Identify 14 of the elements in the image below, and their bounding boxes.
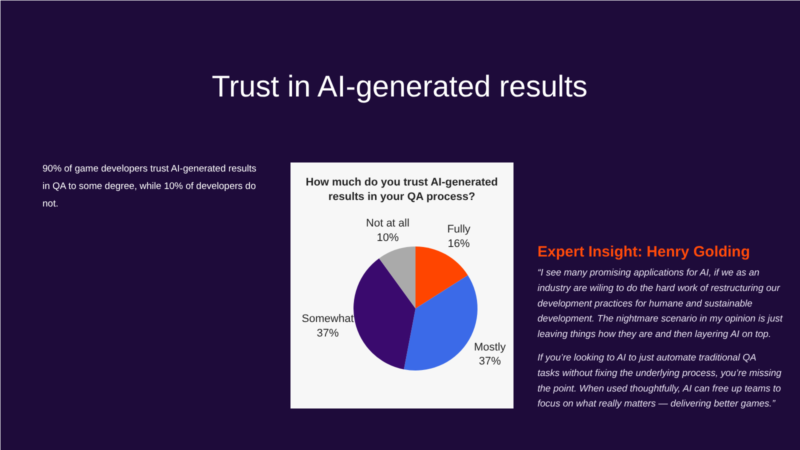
text: Expert Insight: Henry Golding <box>538 244 750 260</box>
slice-label: Fully <box>447 224 471 236</box>
data-label: 16% <box>448 238 470 250</box>
data-label: 10% <box>376 232 399 244</box>
data-label: 37% <box>478 356 502 368</box>
chart-title: Trust in AI-generated results <box>212 70 588 104</box>
text: 90% of game developers trust AI-generated results in QA to some degree, while 10% of developers do not. <box>42 164 257 210</box>
slice-label: Not at all <box>366 217 410 230</box>
text: If you’re looking to AI to just automate traditional QA tasks without fixing the underlying process, you’re missing the point. When used thoughtfully, AI can free up teams to focus on what really matters — delivering better games.” <box>538 352 782 410</box>
slice-label: Mostly <box>474 341 506 354</box>
text: “I see many promising applications for AI, if we as an industry are wiling to do the hard work of restructuring our development practices for humane and sustainable development. The nightmare scenario in my opinion is just leaving things how they are and then layering AI on top. <box>538 268 783 340</box>
data-label: 37% <box>316 328 339 340</box>
slice-label: Somewhat <box>302 313 354 326</box>
chart-subtitle: How much do you trust AI-generated results in your QA process? <box>306 176 498 203</box>
